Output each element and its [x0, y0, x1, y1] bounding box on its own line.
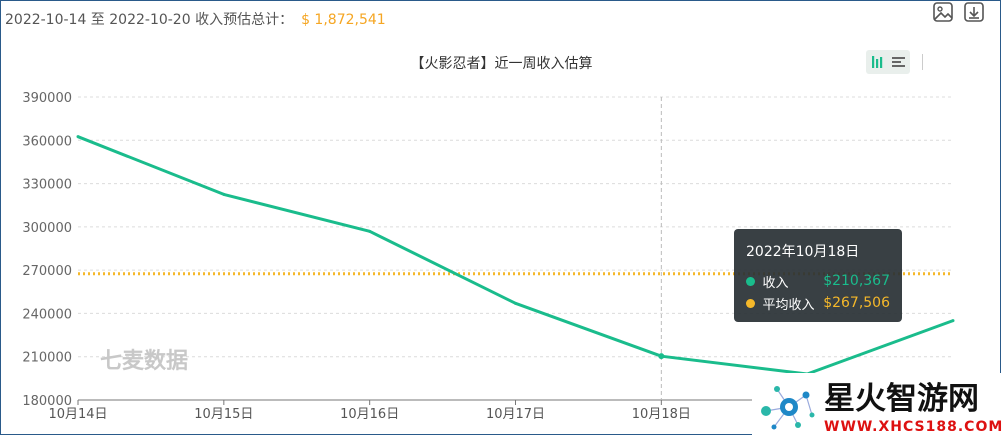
- summary-amount: $ 1,872,541: [301, 12, 386, 28]
- brand-logo-title: 星火智游网: [824, 381, 979, 417]
- save-image-icon[interactable]: [932, 0, 954, 24]
- x-tick-label: 10月15日: [194, 407, 253, 422]
- bar-chart-icon[interactable]: [866, 50, 888, 74]
- series-point-revenue: [951, 319, 955, 323]
- series-point-revenue: [76, 135, 80, 139]
- list-icon[interactable]: [888, 50, 910, 74]
- y-axis-tick-labels: 180000 210000 240000 270000 300000 330000 3600…: [22, 91, 72, 409]
- series-point-revenue: [658, 353, 665, 360]
- watermark-text: 七麦数据: [100, 348, 188, 374]
- network-logo-icon: 星火智游网 WWW.XHCS188.COM: [761, 381, 1003, 435]
- y-tick-label: 360000: [22, 134, 72, 149]
- tooltip-row-value: $267,506: [823, 295, 890, 311]
- x-axis-tick-labels: 10月14日 10月15日 10月16日 10月17日 10月18日: [48, 400, 691, 422]
- tooltip-row-label: 平均收入: [762, 297, 815, 313]
- brand-logo-url: WWW.XHCS188.COM: [824, 419, 1003, 435]
- y-tick-label: 180000: [22, 394, 72, 409]
- tooltip-row-value: $210,367: [823, 273, 890, 289]
- series-point-revenue: [514, 301, 517, 305]
- tooltip-row-label: 收入: [762, 275, 789, 291]
- tooltip-title: 2022年10月18日: [746, 244, 860, 260]
- chart-title: 【火影忍者】近一周收入估算: [410, 56, 593, 72]
- series-point-revenue: [368, 229, 372, 233]
- average-dot-icon: [746, 298, 755, 308]
- x-tick-label: 10月17日: [486, 407, 545, 422]
- series-point-revenue: [222, 192, 226, 196]
- brand-logo: 星火智游网 WWW.XHCS188.COM: [752, 373, 1003, 437]
- y-tick-label: 210000: [22, 351, 72, 366]
- y-tick-label: 300000: [22, 221, 72, 236]
- summary-label: 2022-10-14 至 2022-10-20 收入预估总计：: [5, 12, 294, 28]
- tooltip-row-revenue: 收入 $210,367: [746, 270, 890, 292]
- download-icon[interactable]: [963, 0, 985, 24]
- y-tick-label: 390000: [22, 91, 72, 106]
- x-tick-label: 10月18日: [632, 407, 691, 422]
- revenue-summary: 2022-10-14 至 2022-10-20 收入预估总计： $ 1,872,5…: [5, 9, 386, 29]
- y-tick-label: 330000: [22, 178, 72, 193]
- tooltip-row-average: 平均收入 $267,506: [746, 292, 890, 314]
- x-tick-label: 10月14日: [48, 407, 107, 422]
- chart-type-switch: [866, 50, 910, 74]
- y-tick-label: 270000: [22, 264, 72, 279]
- revenue-dot-icon: [746, 276, 755, 286]
- tooltip: 2022年10月18日 收入 $210,367 平均收入 $267,506: [734, 229, 902, 322]
- y-tick-label: 240000: [22, 307, 72, 322]
- toolbar-divider: [922, 54, 923, 70]
- x-tick-label: 10月16日: [340, 407, 399, 422]
- grid-lines: [78, 96, 953, 358]
